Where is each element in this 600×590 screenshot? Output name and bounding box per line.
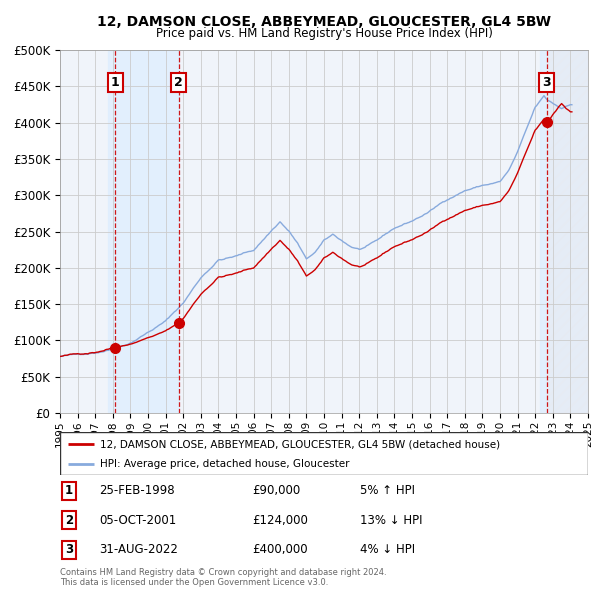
- Text: 13% ↓ HPI: 13% ↓ HPI: [360, 514, 422, 527]
- Text: Price paid vs. HM Land Registry's House Price Index (HPI): Price paid vs. HM Land Registry's House …: [155, 27, 493, 40]
- Text: 2: 2: [175, 76, 183, 89]
- Text: 4% ↓ HPI: 4% ↓ HPI: [360, 543, 415, 556]
- Text: £400,000: £400,000: [252, 543, 308, 556]
- Text: 05-OCT-2001: 05-OCT-2001: [99, 514, 176, 527]
- Text: 12, DAMSON CLOSE, ABBEYMEAD, GLOUCESTER, GL4 5BW (detached house): 12, DAMSON CLOSE, ABBEYMEAD, GLOUCESTER,…: [100, 440, 500, 450]
- Text: 3: 3: [65, 543, 73, 556]
- Text: Contains HM Land Registry data © Crown copyright and database right 2024.
This d: Contains HM Land Registry data © Crown c…: [60, 568, 386, 587]
- Text: 31-AUG-2022: 31-AUG-2022: [99, 543, 178, 556]
- Bar: [539, 50, 588, 413]
- Text: 1: 1: [65, 484, 73, 497]
- Text: 3: 3: [542, 76, 551, 89]
- Text: 1: 1: [111, 76, 119, 89]
- Bar: [547, 50, 588, 413]
- Text: £90,000: £90,000: [252, 484, 300, 497]
- Text: £124,000: £124,000: [252, 514, 308, 527]
- Text: 2: 2: [65, 514, 73, 527]
- Bar: [109, 50, 179, 413]
- Text: 5% ↑ HPI: 5% ↑ HPI: [360, 484, 415, 497]
- Text: 25-FEB-1998: 25-FEB-1998: [99, 484, 175, 497]
- Text: HPI: Average price, detached house, Gloucester: HPI: Average price, detached house, Glou…: [100, 460, 349, 469]
- Text: 12, DAMSON CLOSE, ABBEYMEAD, GLOUCESTER, GL4 5BW: 12, DAMSON CLOSE, ABBEYMEAD, GLOUCESTER,…: [97, 15, 551, 29]
